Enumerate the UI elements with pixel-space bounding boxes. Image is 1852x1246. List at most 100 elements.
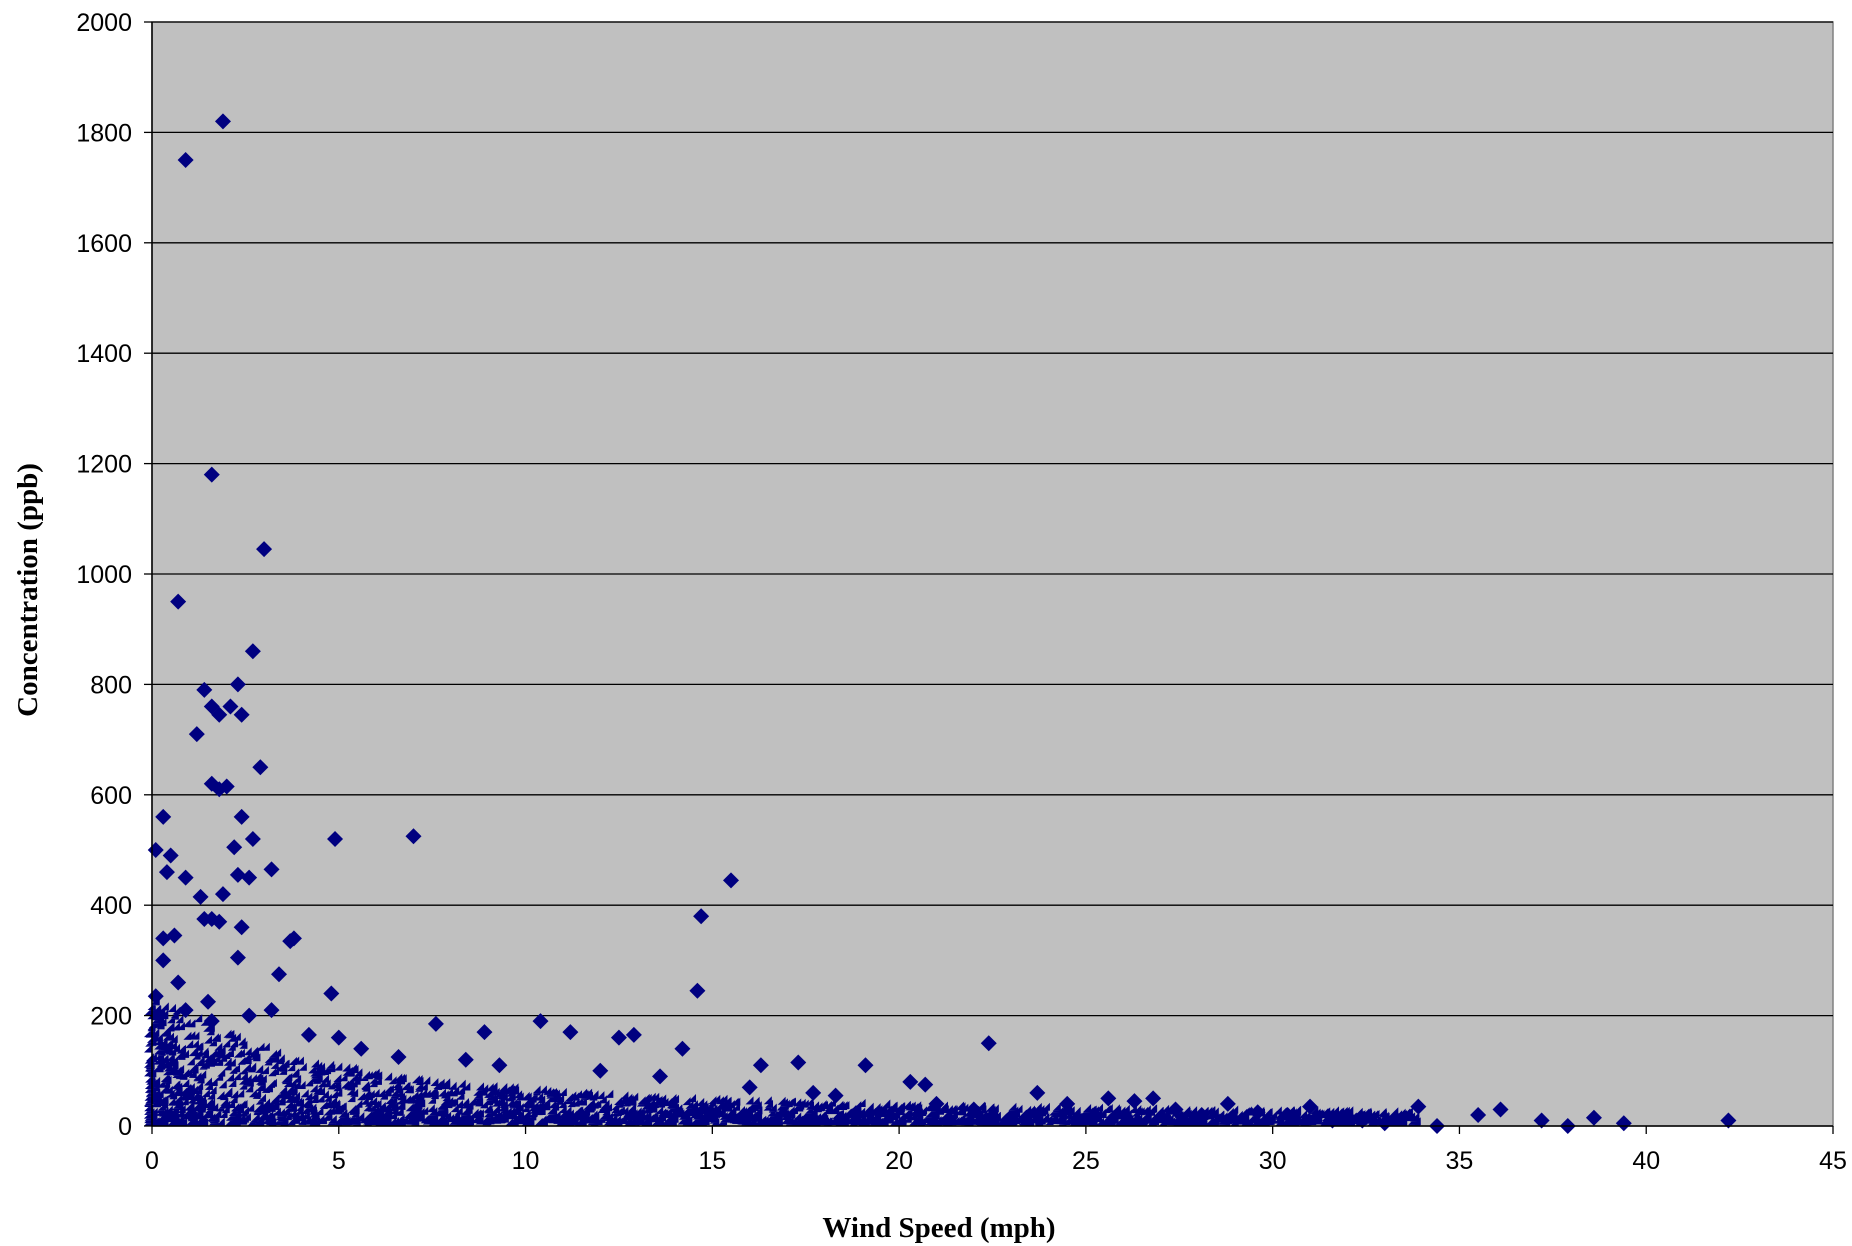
data-point (188, 726, 205, 743)
y-axis-title: Concentration (ppb) (12, 463, 44, 717)
data-point (1279, 1106, 1296, 1123)
x-tick-label: 20 (885, 1147, 913, 1175)
data-point (256, 541, 273, 558)
data-point (226, 839, 243, 856)
data-point (1324, 1112, 1341, 1129)
data-point (170, 974, 187, 991)
data-point (457, 1051, 474, 1068)
data-point (177, 152, 194, 168)
data-point (1029, 1084, 1046, 1101)
data-point (233, 808, 250, 825)
x-tick-label: 40 (1632, 1147, 1660, 1175)
data-point (1193, 1106, 1210, 1123)
y-tick-label: 1000 (76, 561, 132, 589)
data-point (1354, 1112, 1371, 1129)
x-tick-label: 35 (1446, 1147, 1474, 1175)
data-point (917, 1076, 934, 1093)
data-point (214, 886, 231, 903)
data-point (166, 927, 183, 944)
data-point (592, 1062, 609, 1079)
y-tick-label: 600 (90, 782, 132, 810)
gridlines (152, 21, 1833, 1017)
data-point (162, 847, 179, 864)
data-point (211, 781, 228, 798)
data-point (263, 1002, 280, 1019)
data-point (1533, 1112, 1550, 1129)
data-point (214, 113, 231, 130)
data-point (1720, 1112, 1737, 1129)
data-point (562, 1024, 579, 1041)
data-point (271, 966, 288, 983)
data-point (222, 698, 239, 715)
y-axis-ticks: 0 200 400 600 800 1000 1200 1400 1600 1800 2000 (76, 9, 152, 1141)
data-point (155, 930, 172, 947)
data-point (1615, 1115, 1632, 1132)
y-tick-label: 1600 (76, 230, 132, 258)
data-point (1249, 1104, 1266, 1121)
x-axis-ticks: 0 5 10 15 20 25 30 35 40 45 (145, 1126, 1847, 1175)
data-point (805, 1084, 822, 1101)
y-tick-label: 2000 (76, 9, 132, 37)
x-tick-label: 15 (698, 1147, 726, 1175)
data-point (790, 1054, 807, 1071)
data-point (170, 593, 187, 610)
data-point (353, 1040, 370, 1057)
data-point (752, 1057, 769, 1074)
data-point (327, 830, 344, 847)
data-point (1059, 1095, 1076, 1112)
data-point (610, 1029, 627, 1046)
data-point (723, 872, 740, 889)
data-point (1219, 1095, 1236, 1112)
data-point (1100, 1090, 1117, 1107)
plot-area: 0 5 10 15 20 25 30 35 40 45 0 200 400 600 800 1000 1200… (76, 9, 1847, 1175)
data-point (689, 982, 706, 999)
data-point (390, 1049, 407, 1065)
data-point (928, 1095, 945, 1112)
data-point (965, 1101, 982, 1118)
data-point (857, 1057, 874, 1074)
data-point (244, 643, 261, 660)
data-point (177, 869, 194, 886)
y-tick-label: 1200 (76, 451, 132, 479)
y-tick-label: 1400 (76, 340, 132, 368)
x-tick-label: 10 (512, 1147, 540, 1175)
dense-point-cloud (144, 996, 1421, 1127)
data-point (233, 706, 250, 723)
data-point (155, 808, 172, 825)
data-point (693, 908, 710, 925)
data-point (211, 706, 228, 723)
y-tick-label: 800 (90, 671, 132, 699)
data-point (200, 993, 217, 1010)
x-tick-label: 25 (1072, 1147, 1100, 1175)
y-tick-label: 400 (90, 892, 132, 920)
data-point (211, 913, 228, 930)
data-point (1376, 1115, 1393, 1132)
data-point (241, 869, 258, 886)
y-tick-label: 0 (118, 1113, 132, 1141)
data-point (323, 985, 340, 1002)
data-point (241, 1007, 258, 1024)
x-tick-label: 5 (332, 1147, 346, 1175)
data-point (282, 933, 299, 950)
data-point (652, 1068, 669, 1085)
data-points (147, 113, 1737, 1134)
data-point (229, 866, 246, 883)
data-point (427, 1015, 444, 1032)
data-point (229, 676, 246, 693)
data-point (192, 888, 209, 905)
data-point (476, 1024, 493, 1041)
x-tick-label: 30 (1259, 1147, 1287, 1175)
data-point (1145, 1090, 1162, 1107)
data-point (252, 759, 269, 776)
data-point (330, 1029, 347, 1046)
data-point (233, 919, 250, 936)
data-point (980, 1035, 997, 1052)
data-point (203, 1013, 220, 1030)
data-point (827, 1087, 844, 1104)
data-point (1492, 1101, 1509, 1118)
data-point (405, 828, 422, 845)
data-point (1302, 1098, 1319, 1115)
data-point (674, 1040, 691, 1057)
data-point (625, 1026, 642, 1043)
data-point (1167, 1101, 1184, 1118)
